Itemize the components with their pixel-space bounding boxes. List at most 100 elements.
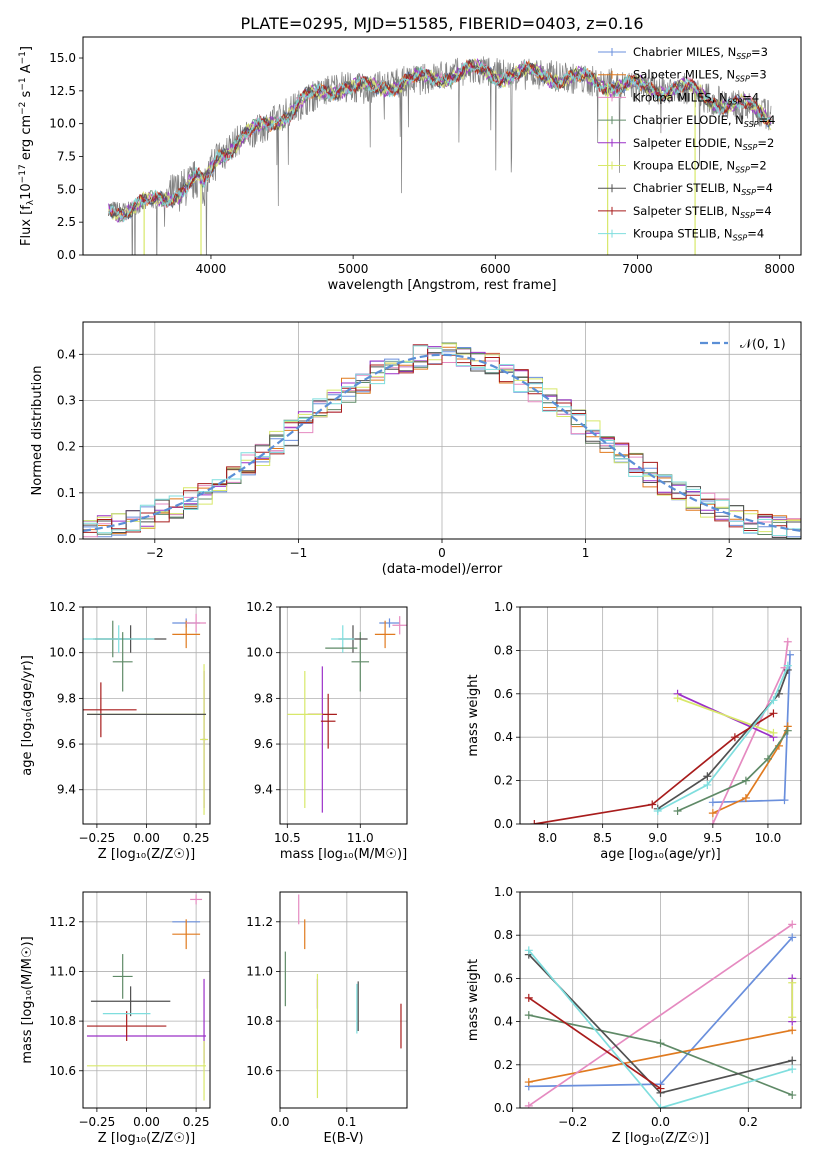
age-vs-Z-frame [82, 606, 211, 825]
data-point [788, 1091, 797, 1100]
data-point [703, 772, 712, 781]
mass-vs-EBV-frame [279, 891, 408, 1109]
data-point [708, 798, 717, 807]
data-point [783, 637, 792, 646]
data-point [648, 800, 657, 809]
y-tick-label: 10.8 [246, 1014, 273, 1028]
data-point [673, 694, 682, 703]
y-tick-label: 0.2 [494, 1058, 513, 1072]
data-point [656, 1104, 665, 1108]
y-tick-label: 0.0 [494, 1101, 513, 1115]
data-point [524, 1078, 533, 1087]
x-tick-label: 8000 [764, 262, 795, 276]
y-axis-label: mass [log₁₀(M/M☉)] [20, 936, 35, 1063]
y-tick-label: 15.0 [49, 51, 76, 65]
series-line [677, 697, 774, 734]
massweight-vs-Z-plot [524, 920, 797, 1108]
data-point [788, 1065, 797, 1074]
x-tick-label: 0.0 [651, 1115, 670, 1129]
y-axis-label: Flux [fλ10−17 erg cm−2 s−1 A−1] [18, 46, 36, 246]
spectrum-plot [108, 56, 772, 255]
x-tick-label: −0.25 [79, 1115, 116, 1129]
y-tick-label: 9.6 [57, 737, 76, 751]
data-point [673, 806, 682, 815]
data-point [783, 726, 792, 735]
normal-curve [83, 353, 801, 532]
massweight-vs-Z-axes: −0.2 0.0 0.2 0.0 0.2 0.4 0.6 0.8 1.0 Z [log₁₀(Z/Z… [466, 885, 801, 1146]
legend-label: Salpeter MILES, NSSP=3 [633, 68, 767, 84]
x-tick-label: 0.25 [183, 831, 210, 845]
data-point [656, 1084, 665, 1093]
y-tick-label: 1.0 [494, 600, 513, 614]
y-axis-label: Normed distribution [30, 366, 45, 496]
x-tick-label: 9.0 [648, 831, 667, 845]
model-spectrum [108, 58, 772, 221]
y-tick-label: 0.0 [57, 532, 76, 546]
massweight-vs-Z-frame [519, 891, 802, 1109]
series-line [528, 997, 661, 1090]
x-axis-label: wavelength [Angstrom, rest frame] [328, 278, 557, 293]
data-point [788, 1013, 797, 1022]
x-tick-label: 0.25 [183, 1115, 210, 1129]
x-tick-label: −2 [146, 546, 164, 560]
x-axis-label: age [log₁₀(age/yr)] [600, 847, 721, 862]
data-point [788, 978, 797, 987]
y-tick-label: 0.0 [494, 817, 513, 831]
x-tick-label: 11.0 [347, 831, 374, 845]
y-tick-label: 10.0 [246, 646, 273, 660]
data-point [524, 993, 533, 1002]
y-axis-label: mass weight [466, 674, 481, 756]
age-vs-Z-plot [83, 613, 209, 815]
y-tick-label: 10.6 [49, 1064, 76, 1078]
massweight-vs-age-axes: 8.0 8.5 9.0 9.5 10.0 0.0 0.2 0.4 0.6 0.8 1.0 age [l… [466, 600, 801, 862]
data-point [788, 1026, 797, 1035]
y-tick-label: 1.0 [494, 885, 513, 899]
x-tick-label: 4000 [196, 262, 227, 276]
mass-vs-Z-plot [86, 894, 207, 1101]
x-tick-label: 0.00 [133, 1115, 160, 1129]
data-point [653, 806, 662, 815]
legend-label: 𝒩(0, 1) [740, 336, 786, 351]
y-tick-label: 0.1 [57, 486, 76, 500]
y-tick-label: 0.0 [57, 248, 76, 262]
y-tick-label: 10.8 [49, 1014, 76, 1028]
legend-label: Chabrier ELODIE, NSSP=4 [633, 113, 775, 129]
x-tick-label: 0.1 [337, 1115, 356, 1129]
data-point [769, 709, 778, 718]
series-line [528, 1029, 793, 1083]
x-tick-label: 0.00 [133, 831, 160, 845]
figure-title: PLATE=0295, MJD=51585, FIBERID=0403, z=0… [240, 14, 643, 33]
x-tick-label: 0.2 [739, 1115, 758, 1129]
data-point [741, 793, 750, 802]
mass-vs-EBV-plot [284, 894, 402, 1099]
y-tick-label: 11.2 [246, 915, 273, 929]
y-tick-label: 0.4 [494, 1015, 513, 1029]
y-axis-label: mass weight [466, 959, 481, 1041]
x-axis-label: Z [log₁₀(Z/Z☉)] [98, 847, 195, 862]
x-tick-label: 8.0 [538, 831, 557, 845]
y-tick-label: 11.0 [49, 964, 76, 978]
y-tick-label: 12.5 [49, 84, 76, 98]
histogram-frame [82, 321, 802, 540]
age-vs-mass-frame [279, 606, 408, 825]
y-tick-label: 0.8 [494, 643, 513, 657]
age-vs-mass-axes: 10.5 11.0 9.4 9.6 9.8 10.0 10.2 mass [log₁₀(M/M… [246, 600, 407, 862]
data-point [708, 809, 717, 818]
legend-label: Kroupa STELIB, NSSP=4 [633, 227, 764, 243]
data-point [708, 820, 717, 824]
y-tick-label: 0.4 [494, 730, 513, 744]
y-axis-label: age [log₁₀(age/yr)] [20, 655, 35, 776]
histogram-plot [83, 342, 801, 539]
data-point [788, 933, 797, 942]
x-axis-label: E(B-V) [323, 1131, 363, 1146]
legend-label: Salpeter STELIB, NSSP=4 [633, 204, 772, 220]
y-tick-label: 0.8 [494, 928, 513, 942]
x-axis-label: Z [log₁₀(Z/Z☉)] [612, 1131, 709, 1146]
y-tick-label: 9.4 [254, 783, 273, 797]
y-tick-label: 9.8 [57, 691, 76, 705]
massweight-vs-age-plot [530, 637, 794, 824]
mass-vs-Z-frame [82, 891, 211, 1109]
data-point [783, 661, 792, 670]
x-tick-label: 0 [438, 546, 446, 560]
